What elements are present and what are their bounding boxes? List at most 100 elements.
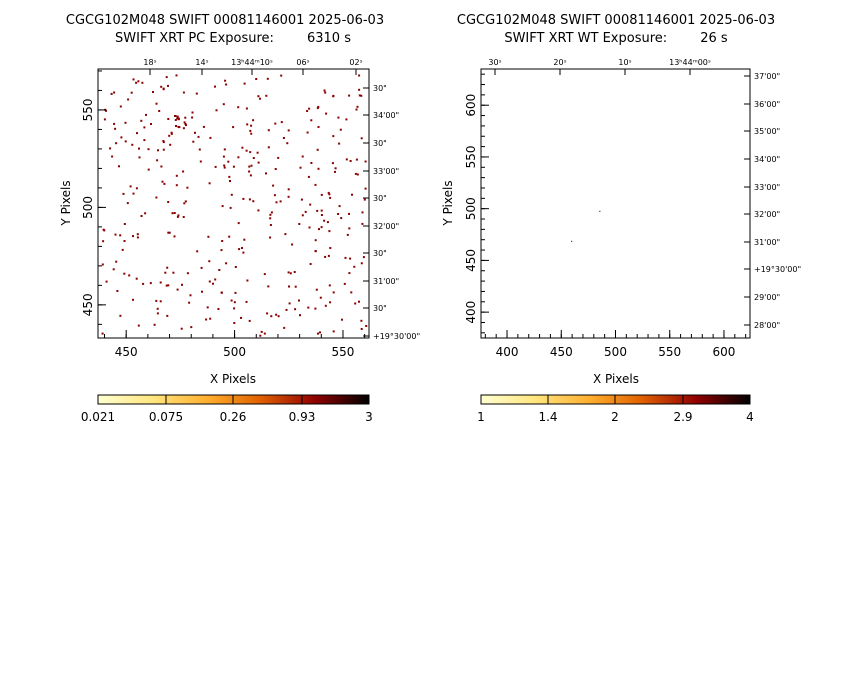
- event-pixel: [135, 187, 138, 190]
- event-pixel: [252, 119, 255, 122]
- event-pixel: [147, 148, 150, 151]
- event-pixel: [110, 92, 113, 95]
- event-pixel: [230, 193, 233, 196]
- event-pixel: [267, 285, 270, 288]
- wt-y-axis-label: Y Pixels: [441, 180, 455, 226]
- event-pixel: [143, 126, 146, 129]
- event-pixel: [299, 314, 301, 317]
- event-pixel: [170, 131, 173, 134]
- event-pixel: [225, 262, 228, 265]
- event-pixel: [269, 213, 272, 216]
- event-pixel: [159, 300, 162, 303]
- event-pixel: [234, 291, 237, 294]
- event-pixel: [102, 228, 105, 231]
- event-pixel: [343, 282, 346, 285]
- event-pixel: [327, 254, 330, 257]
- event-pixel: [227, 160, 230, 163]
- x-tick-label: 550: [658, 345, 681, 359]
- event-pixel: [232, 165, 235, 168]
- y-tick-label: 400: [464, 301, 478, 324]
- event-pixel: [123, 223, 126, 225]
- event-pixel: [120, 136, 123, 139]
- event-pixel: [337, 116, 340, 119]
- event-pixel: [270, 211, 273, 214]
- event-pixel: [319, 296, 322, 299]
- event-pixel: [230, 299, 233, 302]
- event-pixel: [176, 215, 179, 218]
- event-pixel: [176, 288, 179, 291]
- event-pixel: [191, 116, 194, 119]
- event-pixel: [101, 332, 104, 335]
- event-pixel: [243, 238, 246, 241]
- dec-tick-label: 30": [373, 249, 387, 258]
- event-pixel: [269, 236, 272, 239]
- event-pixel: [332, 95, 335, 98]
- event-pixel: [175, 74, 178, 77]
- event-pixel: [310, 119, 313, 122]
- pc-subtitle: SWIFT XRT PC Exposure: 6310 s: [115, 31, 351, 46]
- x-tick-label: 450: [550, 345, 573, 359]
- event-pixel: [156, 159, 159, 162]
- event-pixel: [205, 318, 208, 321]
- event-pixel: [221, 205, 224, 208]
- event-pixel: [250, 164, 253, 167]
- event-pixel: [242, 251, 245, 254]
- dec-tick-label: 31'00": [373, 277, 399, 286]
- event-pixel: [318, 228, 320, 231]
- event-pixel: [232, 126, 235, 129]
- event-pixel: [208, 182, 211, 185]
- event-pixel: [182, 216, 185, 218]
- ra-tick-label: 10ˢ: [618, 58, 631, 67]
- event-pixel: [214, 165, 217, 168]
- event-pixel: [324, 255, 327, 258]
- dec-tick-label: 30": [373, 84, 387, 93]
- event-pixel: [241, 247, 243, 249]
- event-pixel: [260, 330, 263, 333]
- event-pixel: [300, 198, 303, 201]
- dec-tick-label: 36'00": [754, 100, 780, 109]
- event-pixel: [200, 266, 203, 269]
- event-pixel: [324, 304, 327, 307]
- event-pixel: [141, 81, 144, 84]
- event-pixel: [149, 282, 152, 285]
- event-pixel: [135, 277, 138, 280]
- x-tick-label: 500: [223, 345, 246, 359]
- event-pixel: [245, 107, 248, 110]
- event-pixel: [320, 214, 323, 216]
- event-pixel: [265, 172, 267, 175]
- event-pixel: [277, 315, 280, 318]
- event-pixel: [351, 193, 353, 196]
- event-pixel: [294, 285, 297, 288]
- event-pixel: [316, 107, 319, 110]
- event-pixel: [287, 188, 290, 191]
- event-pixel: [304, 210, 307, 213]
- event-pixel: [155, 196, 158, 199]
- event-pixel: [198, 148, 201, 151]
- event-pixel: [164, 271, 167, 274]
- event-pixel: [334, 170, 336, 173]
- event-pixel: [165, 284, 168, 287]
- event-pixel: [132, 235, 134, 238]
- event-pixel: [162, 148, 165, 151]
- event-pixel: [341, 318, 343, 321]
- event-pixel: [320, 209, 323, 212]
- event-pixel: [256, 151, 259, 154]
- event-pixel: [233, 307, 236, 310]
- colorbar-tick-label: 2.9: [673, 410, 692, 424]
- event-pixel: [291, 243, 294, 246]
- event-pixel: [315, 288, 318, 291]
- event-pixel: [332, 291, 335, 294]
- event-pixel: [288, 302, 291, 305]
- event-pixel: [272, 184, 275, 187]
- event-pixel: [338, 205, 341, 208]
- x-tick-label: 500: [604, 345, 627, 359]
- event-pixel: [114, 233, 117, 236]
- event-pixel: [245, 300, 248, 303]
- event-pixel: [103, 118, 106, 121]
- event-pixel: [124, 140, 127, 143]
- event-pixel: [132, 78, 135, 81]
- colorbar-tick-label: 0.26: [220, 410, 247, 424]
- event-pixel: [350, 291, 353, 294]
- event-pixel: [181, 283, 183, 286]
- event-pixel: [280, 74, 283, 77]
